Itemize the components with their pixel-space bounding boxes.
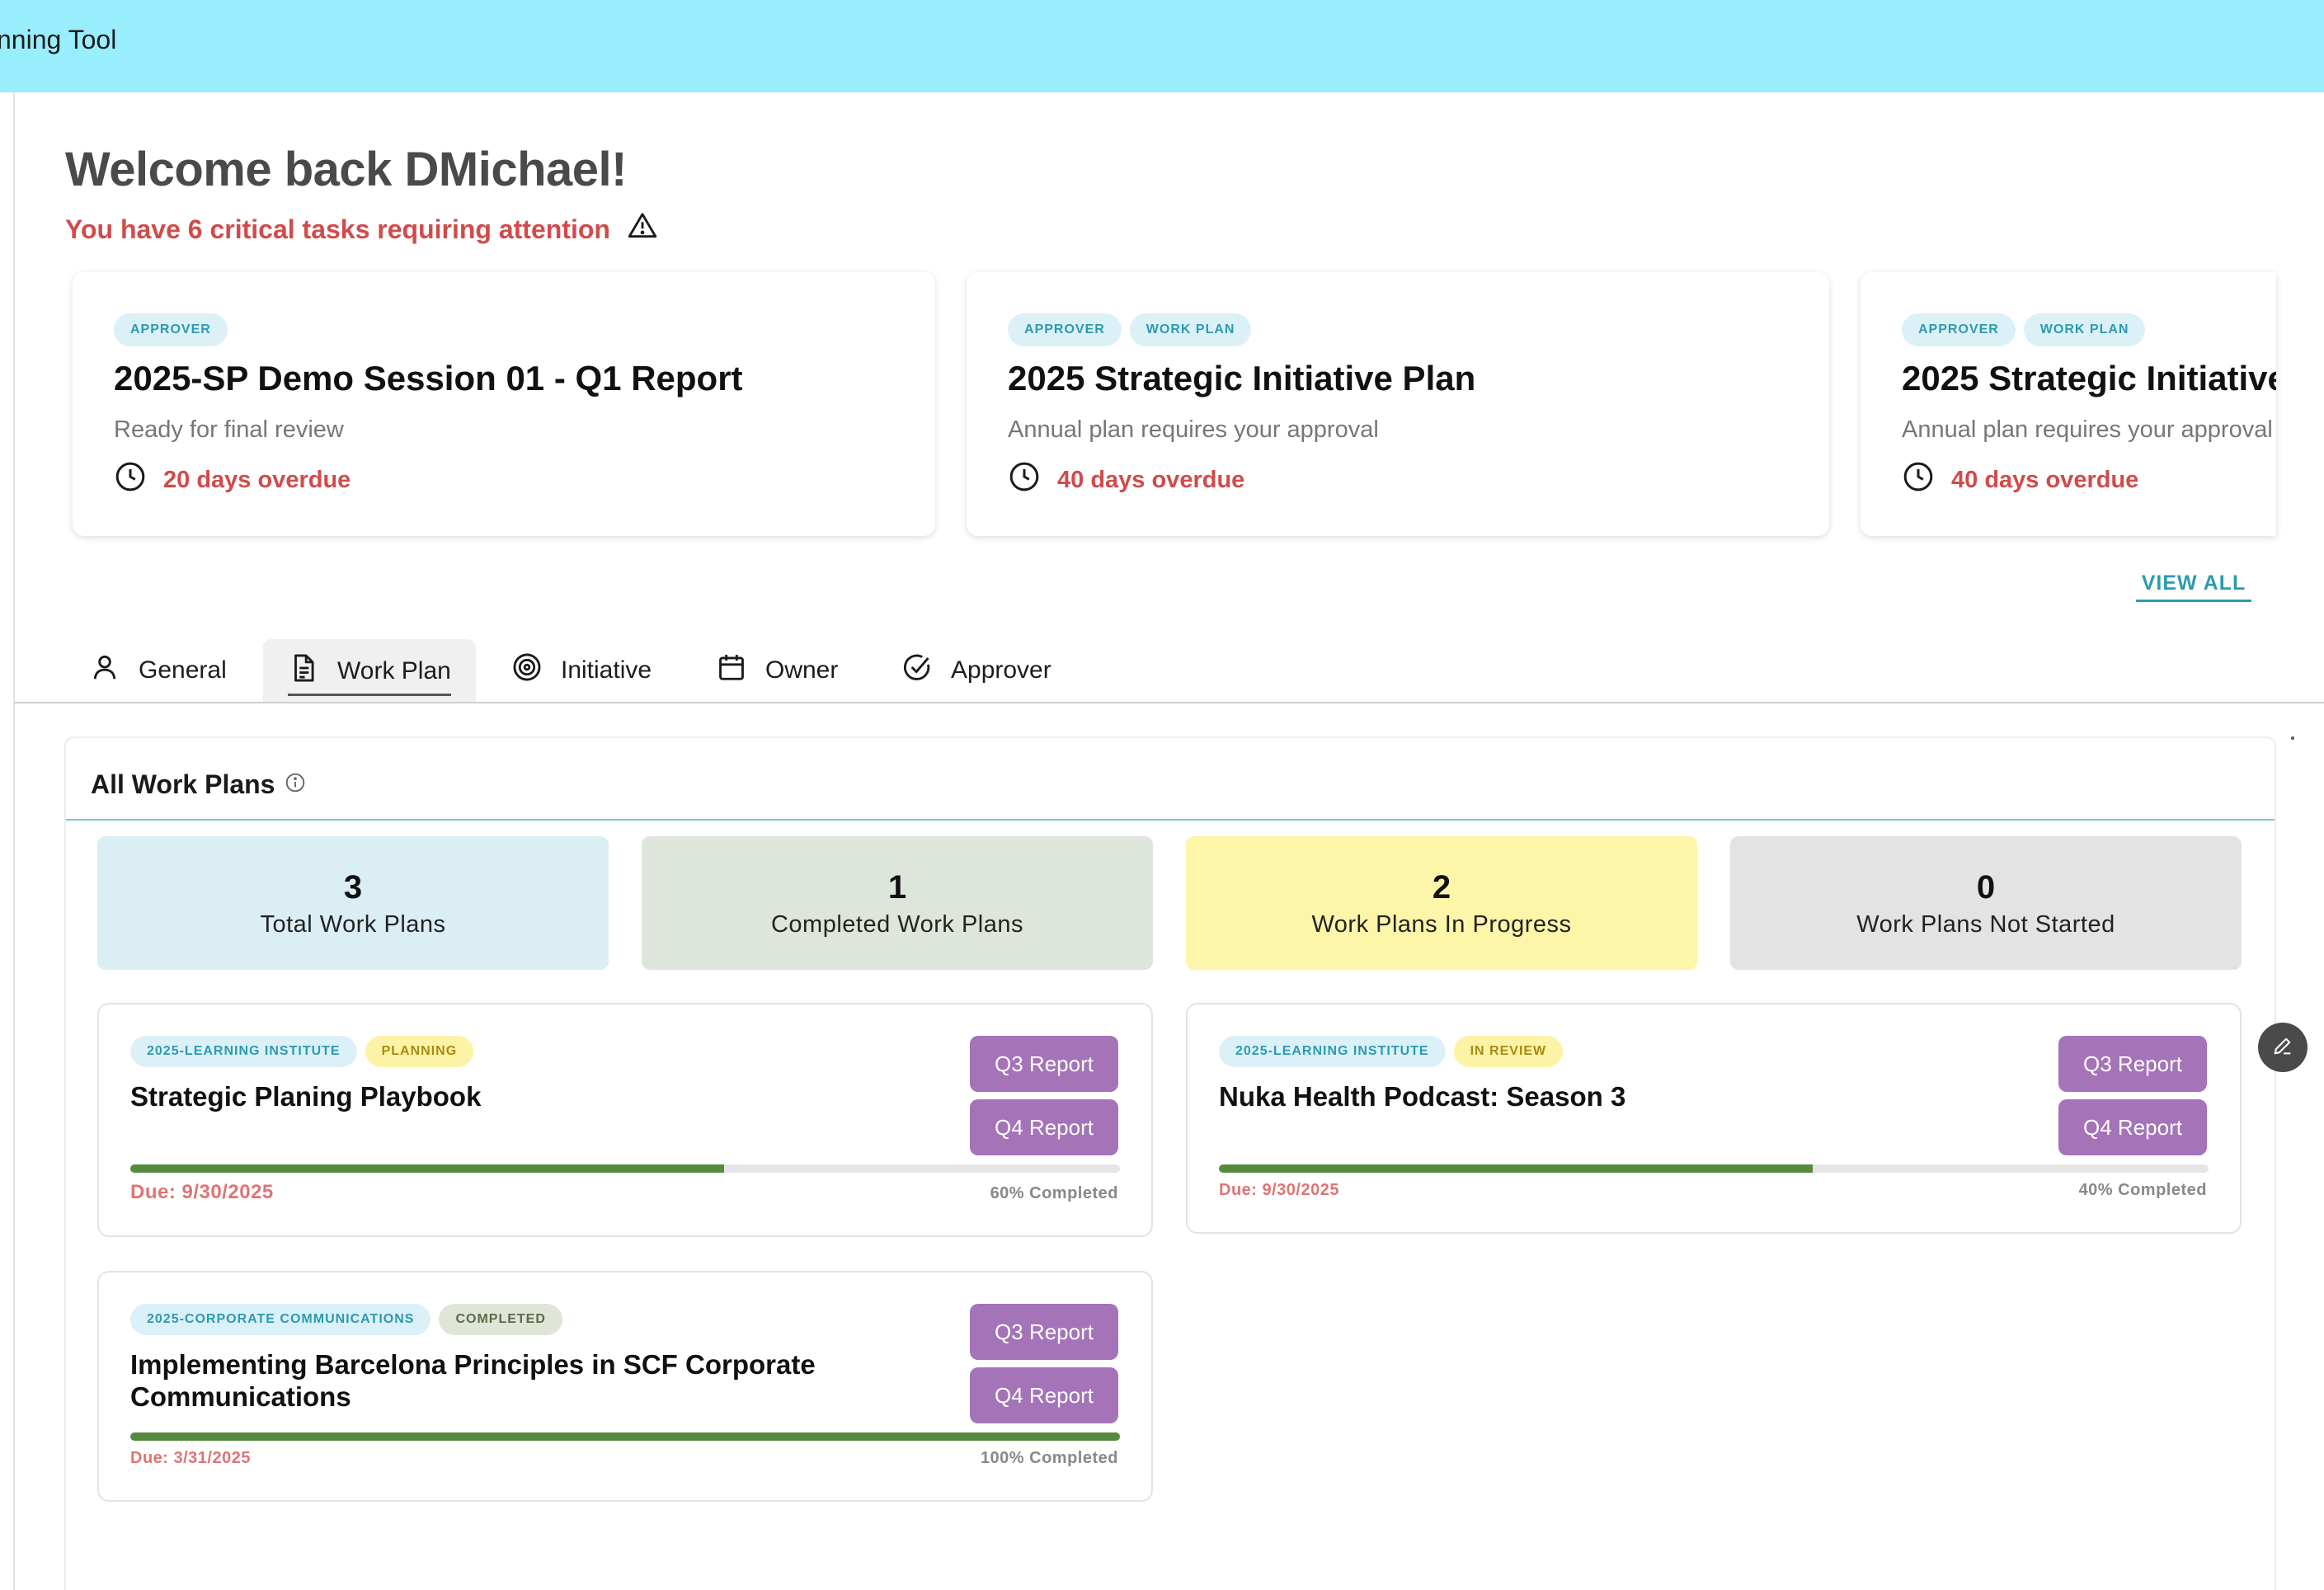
stat-label: Completed Work Plans xyxy=(770,911,1024,938)
stat-value: 3 xyxy=(343,869,363,906)
work-plan-title: Strategic Planing Playbook xyxy=(130,1081,482,1112)
completion-percent: 40% Completed xyxy=(2078,1181,2207,1199)
work-plan-title: Nuka Health Podcast: Season 3 xyxy=(1219,1081,1626,1112)
progress-bar xyxy=(1219,1164,2209,1173)
panel-title-text: All Work Plans xyxy=(91,769,275,799)
task-subtitle: Annual plan requires your approval xyxy=(1902,416,2273,443)
tag-approver: APPROVER xyxy=(1008,313,1122,346)
tab-label: Work Plan xyxy=(337,656,451,684)
stat-label: Work Plans Not Started xyxy=(1856,911,2115,938)
task-subtitle: Ready for final review xyxy=(114,416,344,443)
sidebar-divider xyxy=(13,92,15,1590)
tag-department: 2025-LEARNING INSTITUTE xyxy=(130,1036,357,1067)
tab-label: Owner xyxy=(765,656,839,684)
overdue-text: 40 days overdue xyxy=(1057,466,1245,493)
stat-value: 2 xyxy=(1432,869,1451,906)
completion-percent: 100% Completed xyxy=(980,1449,1118,1467)
due-date: Due: 9/30/2025 xyxy=(130,1181,274,1203)
task-card[interactable]: APPROVER WORK PLAN 2025 Strategic Initia… xyxy=(1861,272,2276,536)
stat-value: 0 xyxy=(1976,869,1996,906)
task-card[interactable]: APPROVER WORK PLAN 2025 Strategic Initia… xyxy=(967,272,1829,536)
app-title: nning Tool xyxy=(0,25,117,54)
task-card[interactable]: APPROVER 2025-SP Demo Session 01 - Q1 Re… xyxy=(73,272,935,536)
progress-fill xyxy=(1219,1164,1813,1173)
dot-marker xyxy=(2291,736,2294,740)
task-title: 2025-SP Demo Session 01 - Q1 Report xyxy=(114,359,743,398)
stat-value: 1 xyxy=(887,869,907,906)
tag-approver: APPROVER xyxy=(1902,313,2016,346)
tab-label: Initiative xyxy=(561,656,652,684)
critical-alert-text: You have 6 critical tasks requiring atte… xyxy=(65,214,610,244)
tab-label: Approver xyxy=(951,656,1051,684)
clock-icon xyxy=(114,460,147,500)
tag-work-plan: WORK PLAN xyxy=(2023,313,2146,346)
tag-work-plan: WORK PLAN xyxy=(1129,313,1252,346)
q4-report-button[interactable]: Q4 Report xyxy=(2058,1099,2207,1155)
tab-general[interactable]: General xyxy=(89,639,227,702)
stat-in-progress: 2 Work Plans In Progress xyxy=(1186,836,1697,970)
tag-department: 2025-CORPORATE COMMUNICATIONS xyxy=(130,1304,431,1335)
work-plan-title: Implementing Barcelona Principles in SCF… xyxy=(130,1349,816,1412)
stat-label: Work Plans In Progress xyxy=(1311,911,1572,938)
calendar-icon xyxy=(716,652,747,689)
tab-bar: General Work Plan Initiative Owner Appro… xyxy=(15,637,2324,703)
work-plan-card[interactable]: 2025-CORPORATE COMMUNICATIONS COMPLETED … xyxy=(97,1271,1153,1502)
tab-work-plan[interactable]: Work Plan xyxy=(263,639,476,702)
info-icon[interactable] xyxy=(285,769,306,800)
task-title: 2025 Strategic Initiative Plan xyxy=(1902,359,2276,398)
tag-department: 2025-LEARNING INSTITUTE xyxy=(1219,1036,1446,1067)
tab-approver[interactable]: Approver xyxy=(901,639,1051,702)
stat-not-started: 0 Work Plans Not Started xyxy=(1730,836,2242,970)
tab-label: General xyxy=(139,656,227,684)
q3-report-button[interactable]: Q3 Report xyxy=(970,1036,1118,1092)
document-icon xyxy=(288,652,319,690)
pencil-icon xyxy=(2271,1034,2294,1061)
panel-title: All Work Plans xyxy=(91,769,306,800)
overdue-text: 40 days overdue xyxy=(1951,466,2139,493)
progress-bar xyxy=(130,1164,1120,1173)
task-overdue: 40 days overdue xyxy=(1902,460,2138,500)
clock-icon xyxy=(1008,460,1041,500)
check-circle-icon xyxy=(901,652,933,689)
tag-approver: APPROVER xyxy=(114,313,228,346)
welcome-heading: Welcome back DMichael! xyxy=(65,143,627,196)
task-overdue: 20 days overdue xyxy=(114,460,350,500)
edit-fab-button[interactable] xyxy=(2258,1023,2308,1072)
overdue-text: 20 days overdue xyxy=(163,466,351,493)
panel-header: All Work Plans xyxy=(66,738,2275,821)
completion-percent: 60% Completed xyxy=(990,1184,1118,1202)
stat-label: Total Work Plans xyxy=(260,911,446,938)
q4-report-button[interactable]: Q4 Report xyxy=(970,1099,1118,1155)
warning-icon xyxy=(627,210,658,248)
tab-initiative[interactable]: Initiative xyxy=(511,639,652,702)
task-overdue: 40 days overdue xyxy=(1008,460,1244,500)
stat-total-work-plans: 3 Total Work Plans xyxy=(97,836,609,970)
critical-alert: You have 6 critical tasks requiring atte… xyxy=(65,210,658,248)
stat-completed-work-plans: 1 Completed Work Plans xyxy=(642,836,1153,970)
user-icon xyxy=(89,652,120,689)
work-plan-card[interactable]: 2025-LEARNING INSTITUTE IN REVIEW Nuka H… xyxy=(1186,1003,2242,1234)
q3-report-button[interactable]: Q3 Report xyxy=(970,1304,1118,1360)
due-date: Due: 9/30/2025 xyxy=(1219,1181,1339,1199)
view-all-link[interactable]: VIEW ALL xyxy=(2136,572,2251,602)
q4-report-button[interactable]: Q4 Report xyxy=(970,1367,1118,1423)
tag-status: IN REVIEW xyxy=(1453,1036,1564,1067)
due-date: Due: 3/31/2025 xyxy=(130,1449,251,1467)
tag-status: COMPLETED xyxy=(439,1304,562,1335)
top-bar: nning Tool xyxy=(0,0,2324,92)
progress-fill xyxy=(130,1432,1120,1441)
work-plan-card[interactable]: 2025-LEARNING INSTITUTE PLANNING Strateg… xyxy=(97,1003,1153,1237)
task-subtitle: Annual plan requires your approval xyxy=(1008,416,1379,443)
task-title: 2025 Strategic Initiative Plan xyxy=(1008,359,1476,398)
target-icon xyxy=(511,652,543,689)
progress-fill xyxy=(130,1164,724,1173)
tab-owner[interactable]: Owner xyxy=(716,639,838,702)
clock-icon xyxy=(1902,460,1935,500)
q3-report-button[interactable]: Q3 Report xyxy=(2058,1036,2207,1092)
progress-bar xyxy=(130,1432,1120,1441)
tag-status: PLANNING xyxy=(365,1036,474,1067)
